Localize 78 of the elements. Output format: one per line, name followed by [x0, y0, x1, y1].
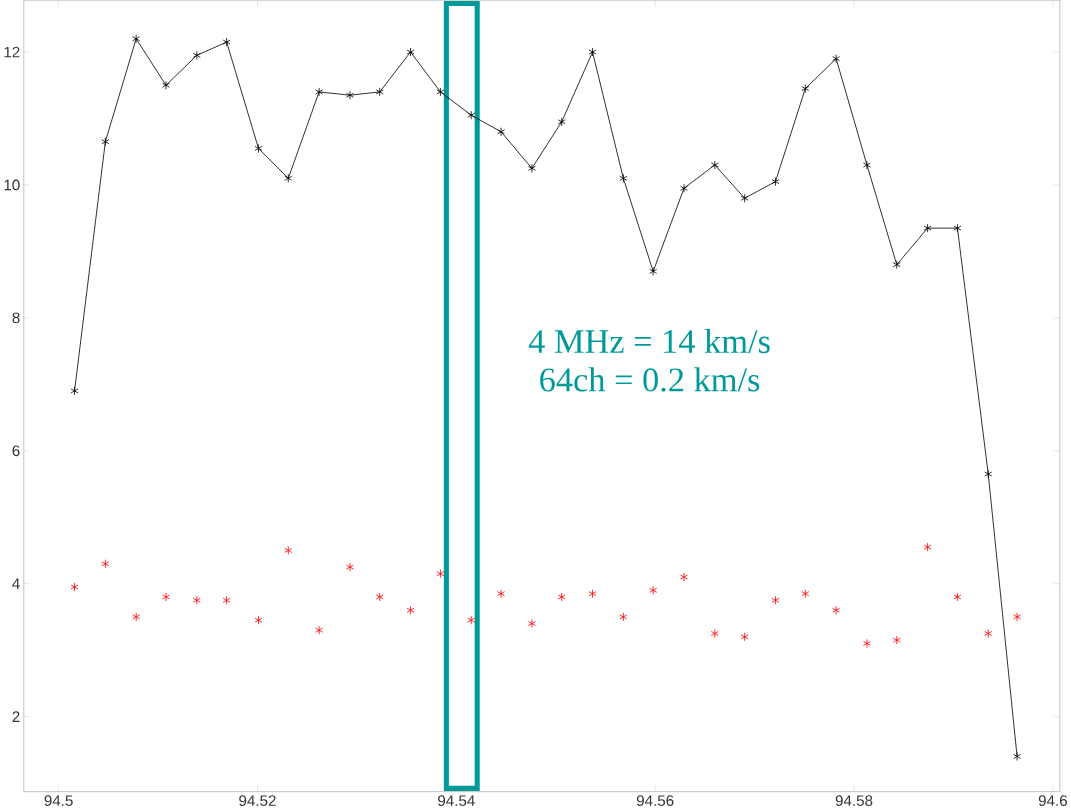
point	[863, 160, 871, 170]
point	[467, 615, 476, 625]
point	[557, 117, 566, 127]
point	[832, 605, 841, 615]
x-tick-label: 94.58	[835, 795, 873, 806]
point	[222, 37, 231, 47]
point	[984, 469, 993, 479]
point	[832, 54, 841, 63]
point	[132, 612, 141, 622]
y-tick-label: 4	[12, 578, 20, 589]
point	[70, 386, 79, 396]
point	[588, 589, 597, 598]
x-tick-label: 94.52	[239, 795, 276, 806]
point	[923, 542, 932, 552]
point	[436, 569, 445, 579]
point	[132, 34, 141, 44]
point	[588, 47, 597, 57]
x-tick-label: 94.54	[438, 795, 475, 806]
point	[254, 143, 263, 153]
point	[527, 618, 536, 628]
point	[953, 223, 962, 233]
point	[222, 595, 231, 605]
point	[619, 173, 628, 183]
point	[436, 87, 445, 97]
point	[801, 589, 810, 598]
point	[192, 50, 201, 60]
point	[771, 595, 780, 605]
point	[740, 632, 749, 642]
point	[619, 612, 628, 622]
point	[162, 80, 170, 90]
point	[710, 160, 719, 170]
y-tick-label: 6	[12, 445, 20, 456]
point	[649, 585, 658, 595]
point	[649, 266, 658, 276]
point	[70, 582, 79, 592]
point	[375, 87, 384, 97]
point	[497, 589, 505, 598]
point	[101, 137, 110, 147]
point	[406, 47, 415, 57]
point	[346, 562, 354, 572]
point	[346, 90, 354, 100]
point	[527, 163, 536, 173]
point	[1013, 612, 1022, 622]
annotation: 4 MHz = 14 km/s	[528, 328, 770, 353]
point	[680, 572, 688, 582]
point	[771, 176, 780, 186]
point	[863, 638, 871, 648]
annotation: 64ch = 0.2 km/s	[540, 367, 760, 392]
point	[984, 628, 993, 638]
point	[101, 559, 110, 569]
x-tick-label: 94.56	[636, 795, 674, 806]
point	[1013, 751, 1022, 761]
point	[892, 260, 901, 269]
y-tick-label: 12	[4, 46, 20, 58]
y-tick-label: 10	[4, 179, 20, 191]
point	[284, 545, 293, 555]
point	[923, 223, 932, 233]
point	[801, 83, 810, 93]
x-tick-label: 94.5	[44, 795, 73, 806]
point	[315, 625, 324, 635]
point	[315, 87, 324, 97]
point	[710, 628, 719, 638]
point	[375, 592, 384, 602]
point	[467, 110, 476, 120]
point	[284, 173, 293, 183]
point	[740, 193, 749, 203]
y-tick-label: 8	[12, 312, 20, 324]
point	[406, 605, 415, 615]
point	[192, 595, 201, 605]
point	[680, 183, 688, 193]
x-tick-label: 94.6	[1038, 795, 1067, 806]
y-tick-label: 2	[12, 711, 20, 722]
point	[953, 592, 962, 602]
point	[497, 127, 505, 137]
point	[557, 592, 566, 602]
point	[162, 592, 170, 602]
point	[254, 615, 263, 625]
point	[892, 635, 901, 645]
